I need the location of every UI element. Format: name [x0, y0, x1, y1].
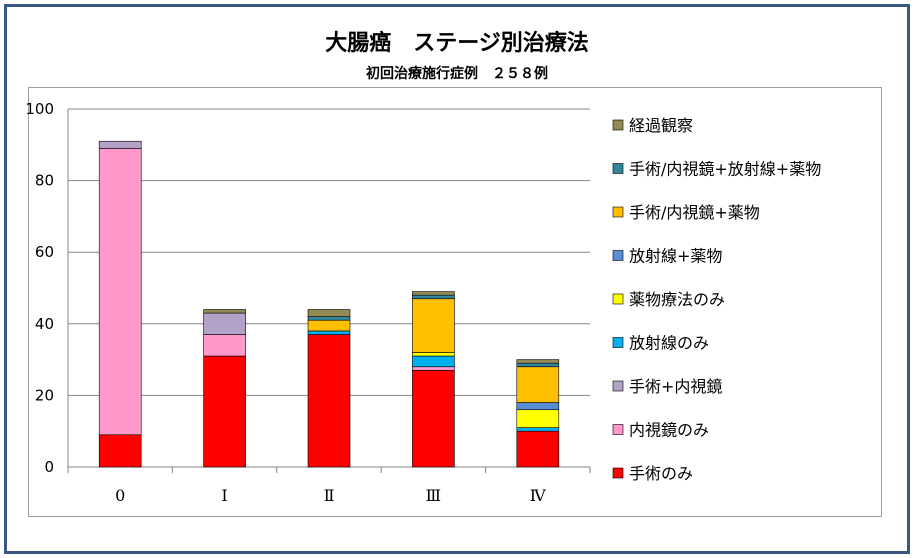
y-tick-label: 0 — [44, 458, 54, 476]
y-tick-label: 100 — [25, 100, 54, 118]
bar-segment — [516, 366, 560, 403]
legend-swatch — [612, 119, 624, 131]
stacked-bar-chart: 0 20 40 60 80 100 0 Ⅰ Ⅱ Ⅲ Ⅳ 経過観察手術/内視鏡+放射線+薬物手術/内視鏡… — [25, 100, 821, 505]
legend-swatch — [612, 380, 624, 392]
bar-segment — [203, 309, 246, 314]
bar-segment — [307, 334, 351, 468]
bar-segment — [307, 316, 351, 321]
legend-swatch — [612, 163, 624, 174]
legend-swatch — [612, 206, 624, 218]
y-tick-label: 80 — [35, 172, 54, 190]
legend-label: 手術+内視鏡 — [629, 377, 722, 396]
chart-subtitle: 初回治療施行症例 ２５８例 — [366, 66, 548, 82]
bar-segment — [516, 362, 560, 368]
bar-segment — [203, 355, 246, 468]
chart-title: 大腸癌 ステージ別治療法 — [325, 31, 589, 56]
legend-swatch — [612, 250, 624, 261]
bar-segment — [203, 312, 246, 335]
bar-segment — [516, 402, 560, 411]
legend-label: 内視鏡のみ — [629, 421, 709, 440]
bar-segment — [98, 434, 142, 468]
bar-segment — [412, 291, 455, 296]
chart-frame: 大腸癌 ステージ別治療法 初回治療施行症例 ２５８例 0 20 40 60 80 100 0… — [4, 4, 910, 554]
bar-segment — [307, 319, 351, 332]
bar-segment — [203, 334, 246, 357]
bar-segment — [98, 148, 142, 436]
bar-segment — [516, 359, 560, 364]
x-tick-label: Ⅰ — [221, 486, 227, 505]
chart-area — [28, 87, 882, 517]
bar-segment — [307, 309, 351, 317]
legend-label: 薬物療法のみ — [629, 290, 725, 309]
bar-segment — [412, 366, 455, 371]
bar-segment — [516, 409, 560, 428]
y-tick-label: 20 — [35, 386, 54, 404]
legend-swatch — [612, 424, 624, 435]
bar-segment — [412, 370, 455, 468]
legend-label: 手術/内視鏡+放射線+薬物 — [629, 160, 821, 179]
bar-segment — [516, 430, 560, 468]
bar-segment — [412, 355, 455, 368]
bar-segment — [98, 140, 142, 149]
x-tick-label: Ⅲ — [426, 486, 441, 505]
legend-swatch — [612, 337, 624, 348]
legend-label: 手術/内視鏡+薬物 — [629, 203, 760, 222]
y-tick-label: 60 — [35, 243, 54, 261]
x-tick-label: Ⅱ — [324, 486, 335, 505]
bar-segment — [412, 352, 455, 357]
bar-segment — [307, 330, 351, 335]
x-tick-label: Ⅳ — [530, 486, 547, 505]
legend-swatch — [612, 293, 624, 305]
legend-label: 経過観察 — [629, 116, 693, 135]
bar-segment — [412, 294, 455, 300]
legend-swatch — [612, 467, 624, 479]
legend-label: 放射線+薬物 — [629, 247, 722, 266]
legend-label: 手術のみ — [629, 464, 693, 483]
y-tick-label: 40 — [35, 315, 54, 333]
x-tick-label: 0 — [115, 486, 125, 505]
bar-segment — [412, 298, 455, 353]
bar-segment — [516, 427, 560, 432]
legend-label: 放射線のみ — [629, 334, 709, 353]
